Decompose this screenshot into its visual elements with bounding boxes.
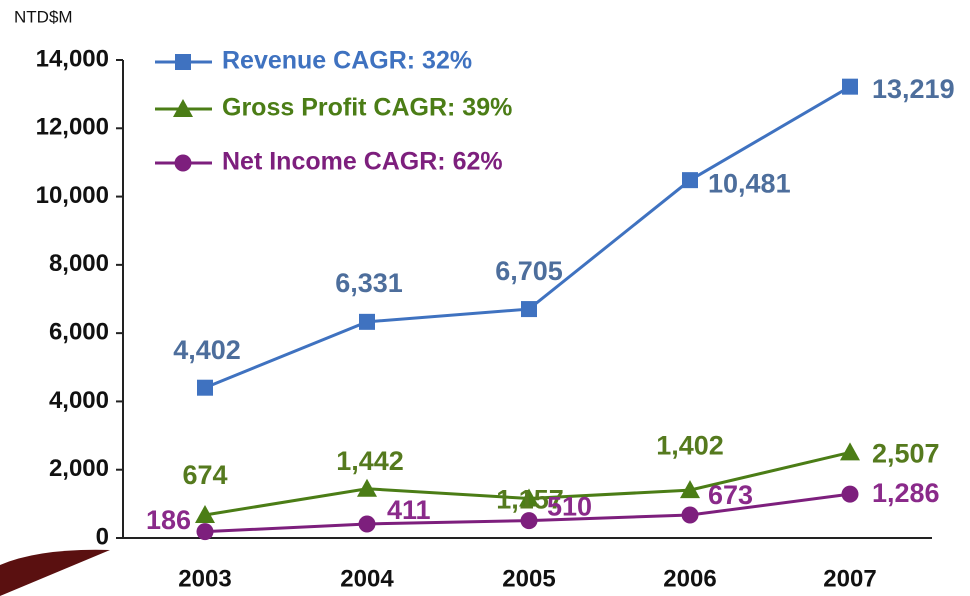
data-label: 6,705: [495, 256, 563, 286]
data-point: [357, 478, 377, 497]
data-point: [681, 506, 699, 524]
legend-marker: [174, 154, 192, 172]
data-label: 1,402: [656, 430, 724, 460]
y-tick-label: 4,000: [49, 387, 109, 414]
data-label: 1,442: [336, 446, 404, 476]
data-label: 4,402: [173, 335, 241, 365]
data-label: 13,219: [872, 74, 955, 104]
series-line: [204, 85, 851, 390]
data-label: 6,331: [335, 268, 403, 298]
y-tick-label: 14,000: [36, 45, 109, 72]
y-tick-label: 8,000: [49, 250, 109, 277]
data-label: 673: [708, 480, 753, 510]
y-tick-label: 12,000: [36, 114, 109, 141]
data-label: 1,286: [872, 478, 940, 508]
legend-marker: [175, 54, 191, 70]
data-point: [197, 379, 213, 396]
data-point: [359, 313, 375, 330]
y-tick-label: 10,000: [36, 182, 109, 209]
x-tick-label: 2004: [340, 565, 394, 592]
data-point: [841, 485, 859, 503]
data-point: [358, 515, 376, 533]
data-point: [520, 512, 538, 530]
decoration: [0, 549, 110, 596]
data-point: [521, 301, 537, 318]
data-point: [196, 523, 214, 541]
data-point: [195, 504, 215, 523]
y-tick-label: 2,000: [49, 455, 109, 482]
data-point: [682, 172, 698, 189]
x-tick-label: 2006: [663, 565, 716, 592]
y-tick-label: 6,000: [49, 318, 109, 345]
data-label: 1,157: [496, 485, 564, 515]
data-label: 2,507: [872, 439, 940, 469]
legend-marker: [173, 99, 193, 117]
data-label: 10,481: [708, 168, 791, 198]
data-label: 510: [547, 492, 592, 522]
x-tick-label: 2005: [502, 565, 555, 592]
legend-label: Gross Profit CAGR: 39%: [222, 94, 512, 122]
data-point: [680, 480, 700, 499]
x-tick-label: 2003: [178, 565, 231, 592]
data-point: [519, 488, 539, 507]
data-label: 186: [146, 505, 191, 535]
data-label: 411: [387, 495, 431, 525]
data-label: 674: [182, 460, 227, 490]
legend-label: Revenue CAGR: 32%: [222, 47, 472, 75]
y-tick-label: 0: [96, 523, 109, 550]
y-axis-label: NTD$M: [14, 7, 73, 26]
data-point: [840, 442, 860, 461]
x-tick-label: 2007: [823, 565, 876, 592]
data-point: [842, 78, 858, 95]
legend-label: Net Income CAGR: 62%: [222, 148, 503, 176]
